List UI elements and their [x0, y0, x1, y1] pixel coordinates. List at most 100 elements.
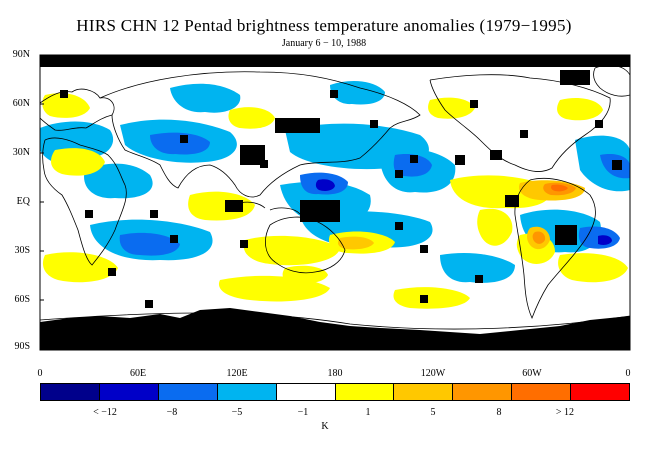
missing-data-pixel — [170, 235, 178, 243]
cold-anomaly-regions — [40, 80, 630, 283]
legend-swatch — [217, 384, 277, 400]
lat-label-30n: 30N — [12, 147, 30, 158]
legend-swatch — [158, 384, 218, 400]
warm-anomaly-region — [557, 98, 603, 121]
cold-anomaly-region — [440, 253, 515, 283]
missing-data-pixel — [275, 118, 320, 133]
warm-anomaly-region — [551, 184, 568, 192]
lat-label-90s: 90S — [14, 341, 30, 352]
legend-swatch — [453, 384, 513, 400]
missing-data-pixel — [560, 70, 590, 85]
missing-data-pixel — [420, 245, 428, 253]
lat-label-30s: 30S — [14, 245, 30, 256]
cold-anomaly-region — [393, 154, 432, 177]
map-frame — [39, 54, 631, 351]
antarctic-missing-region — [40, 308, 630, 350]
legend-label: −8 — [166, 407, 178, 418]
warm-anomaly-region — [188, 191, 255, 221]
legend-label: > 12 — [555, 407, 575, 418]
missing-data-pixel — [330, 90, 338, 98]
lon-label-120e: 120E — [226, 368, 248, 379]
lat-label-90n: 90N — [12, 49, 30, 60]
missing-data-pixel — [612, 160, 622, 170]
missing-data-pixel — [420, 295, 428, 303]
missing-data-pixel — [85, 210, 93, 218]
lat-label-eq: EQ — [16, 196, 30, 207]
missing-data-pixel — [555, 225, 577, 245]
warm-anomaly-region — [393, 287, 470, 309]
warm-anomaly-region — [337, 236, 374, 250]
color-legend-bar — [40, 383, 630, 401]
legend-label: 8 — [496, 407, 502, 418]
legend-label: < −12 — [93, 407, 117, 418]
cold-anomaly-region — [119, 232, 180, 256]
map-title: HIRS CHN 12 Pentad brightness temperatur… — [76, 16, 572, 35]
lon-label-120w: 120W — [420, 368, 446, 379]
warm-anomaly-region — [428, 97, 475, 119]
coastline-north-america — [429, 74, 611, 172]
coastline-south-america — [514, 177, 596, 320]
cold-anomaly-region — [84, 163, 153, 199]
coastline-antarctica — [40, 312, 630, 330]
lon-label-60w: 60W — [522, 368, 542, 379]
coastlines — [40, 64, 630, 330]
missing-data-pixel — [225, 200, 243, 212]
warm-anomaly-region — [477, 208, 513, 246]
legend-swatch — [276, 384, 336, 400]
warm-anomaly-region — [532, 231, 546, 244]
missing-data-pixel — [150, 210, 158, 218]
cold-anomaly-region — [170, 83, 241, 113]
cold-anomaly-region — [150, 132, 210, 155]
legend-label: 1 — [365, 407, 371, 418]
warm-anomaly-region — [243, 235, 340, 266]
missing-data-region — [40, 55, 630, 67]
lon-label-60e: 60E — [129, 368, 147, 379]
legend-swatch — [394, 384, 454, 400]
legend-swatch — [571, 384, 630, 400]
coastline-africa — [42, 137, 127, 266]
legend-swatch — [99, 384, 159, 400]
missing-data-pixel — [395, 170, 403, 178]
missing-data-pixel — [240, 240, 248, 248]
legend-swatch — [512, 384, 572, 400]
lon-label-0-right: 0 — [625, 368, 631, 379]
warm-anomaly-regions — [42, 93, 628, 309]
warm-anomaly-region — [282, 265, 328, 284]
missing-data-pixel — [475, 275, 483, 283]
cold-anomaly-region — [315, 179, 335, 191]
lon-label-0: 0 — [37, 368, 43, 379]
lat-label-60n: 60N — [12, 98, 30, 109]
warm-anomaly-region — [42, 93, 90, 118]
cold-anomaly-region — [598, 235, 612, 245]
missing-data-pixel — [395, 222, 403, 230]
legend-unit: K — [321, 421, 329, 432]
missing-data-pixel — [520, 130, 528, 138]
missing-data-pixel — [108, 268, 116, 276]
missing-data-pixel — [300, 200, 340, 222]
missing-data-pixel — [260, 160, 268, 168]
legend-label: −5 — [231, 407, 243, 418]
missing-data-pixels — [60, 70, 622, 308]
warm-anomaly-region — [42, 252, 118, 283]
lon-label-180: 180 — [327, 368, 343, 379]
cold-anomaly-region — [330, 80, 385, 105]
missing-data-pixel — [145, 300, 153, 308]
missing-data-pixel — [180, 135, 188, 143]
missing-data-pixel — [410, 155, 418, 163]
warm-anomaly-region — [50, 148, 105, 176]
missing-data-pixel — [455, 155, 465, 165]
coastline-australia — [265, 216, 346, 274]
cold-anomaly-region — [575, 135, 630, 192]
map-grid-ticks — [40, 103, 533, 350]
legend-swatch — [41, 384, 100, 400]
legend-label: 5 — [430, 407, 436, 418]
coastline-greenland — [593, 64, 630, 97]
warm-anomaly-region — [228, 107, 275, 129]
lat-label-60s: 60S — [14, 294, 30, 305]
missing-data-pixel — [60, 90, 68, 98]
missing-data-pixel — [505, 195, 519, 207]
warm-anomaly-region — [558, 253, 628, 283]
legend-swatch — [335, 384, 395, 400]
coastline-asia — [99, 71, 421, 198]
